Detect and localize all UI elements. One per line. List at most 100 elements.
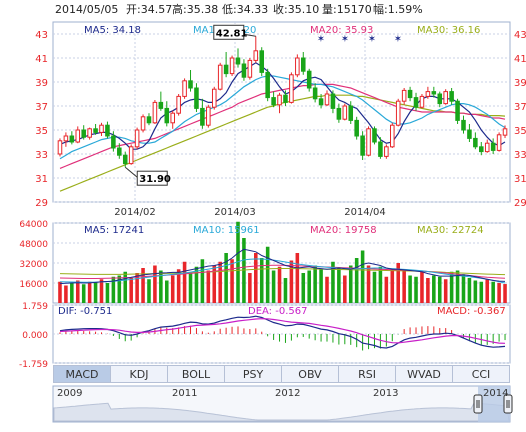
volume-ma5-line (59, 248, 506, 285)
tab-wvad[interactable]: WVAD (396, 366, 453, 382)
candle (449, 88, 454, 105)
y-tick-label: 33 (35, 150, 48, 161)
y-tick-label: 37 (35, 102, 48, 113)
volume-bar (443, 279, 448, 303)
macd-legend-dea: DEA: -0.567 (248, 306, 307, 317)
candle (378, 137, 383, 159)
summary-line: 2014/05/05 开:34.57 高:35.38 低:34.33 收:35.… (55, 2, 423, 16)
candle (223, 52, 229, 78)
vol-y-tick-label: 48000 (19, 240, 48, 250)
x-tick-label: 2014/02 (114, 207, 156, 218)
vol-y-tick-label: 32000 (19, 260, 48, 270)
vol-y-tick-label: 64000 (19, 220, 48, 230)
star-icon: ✶ (317, 34, 325, 45)
star-icon: ✶ (394, 34, 402, 45)
volume-bar (176, 269, 181, 303)
summary-low: 低:34.33 (222, 3, 268, 16)
tab-cci[interactable]: CCI (471, 367, 491, 381)
tab-kdj[interactable]: KDJ (111, 366, 168, 382)
tab-macd[interactable]: MACD (54, 366, 111, 382)
candle (211, 86, 217, 110)
summary-date: 2014/05/05 (55, 3, 118, 16)
summary-change: 幅:1.59% (373, 3, 423, 16)
volume-bar (485, 279, 490, 303)
candle (490, 138, 496, 154)
tab-rsi[interactable]: RSI (339, 366, 396, 382)
volume-bar (218, 261, 222, 303)
volume-bar (194, 266, 199, 303)
y-tick-label-right: 39 (514, 78, 526, 89)
volume-bar (449, 271, 454, 303)
candle (259, 47, 265, 76)
volume-bar (348, 265, 353, 303)
volume-bar (319, 269, 323, 303)
price-x-axis: 2014/02 2014/03 2014/04 (114, 207, 386, 218)
y-tick-label-right: 35 (514, 126, 526, 137)
candle (407, 86, 413, 102)
candle (170, 110, 175, 129)
candle (87, 127, 92, 140)
indicator-tabs: MACD KDJ BOLL PSY OBV RSI WVAD CCI (53, 365, 510, 383)
event-markers: ✶ ✶ ✶ ✶ (317, 34, 402, 45)
candle (413, 92, 419, 111)
y-tick-label-right: 29 (514, 198, 526, 209)
candle (122, 151, 128, 168)
extreme-annotations: 42.81 31.90 (124, 24, 256, 186)
volume-bar (141, 268, 145, 303)
candle (194, 83, 199, 112)
macd-legend-macd: MACD: -0.367 (437, 306, 506, 317)
volume-bar (129, 278, 133, 303)
candle (366, 126, 371, 157)
volume-bar (455, 270, 460, 303)
candle (300, 52, 306, 75)
volume-bar (87, 281, 92, 303)
volume-bar (473, 280, 478, 303)
candle (164, 101, 170, 127)
volume-bar (366, 265, 371, 303)
volume-bar (159, 270, 163, 303)
y-tick-label: 35 (35, 126, 48, 137)
tab-boll[interactable]: BOLL (168, 366, 225, 382)
candle (437, 91, 443, 108)
candle (152, 100, 158, 124)
summary-open: 开:34.57 (126, 3, 172, 16)
candle (360, 131, 365, 160)
y-tick-label: 29 (35, 198, 48, 209)
volume-bar (396, 263, 400, 303)
volume-bar (117, 275, 122, 303)
candle (419, 94, 425, 109)
volume-bar (165, 280, 169, 303)
tab-obv[interactable]: OBV (282, 366, 339, 382)
candle (217, 62, 223, 91)
price-y-axis: 29 29 31 31 33 33 35 35 37 37 39 39 41 41 43 43 (35, 30, 526, 209)
timeline-handle-right[interactable] (503, 394, 513, 414)
volume-bar (467, 278, 472, 303)
volume-bar (105, 283, 110, 303)
volume-bar (111, 276, 116, 303)
price-ma30-line (59, 94, 506, 192)
volume-moving-averages (59, 248, 506, 285)
volume-bar (123, 271, 128, 303)
volume-bar (408, 275, 412, 303)
summary-high: 高:35.38 (172, 2, 218, 16)
volume-bar (75, 280, 80, 303)
volume-bar (259, 258, 264, 303)
volume-bar (135, 273, 139, 303)
y-tick-label-right: 37 (514, 102, 526, 113)
timeline-handle-left[interactable] (473, 394, 483, 414)
tab-psy[interactable]: PSY (225, 366, 282, 382)
volume-bar (343, 275, 347, 303)
volume-bar (503, 284, 507, 303)
candle (105, 121, 110, 139)
candle (265, 68, 270, 102)
volume-legend: MA5: 17241 MA10: 15961 MA20: 19758 MA30:… (84, 225, 484, 236)
volume-bar (384, 276, 389, 303)
candle (253, 36, 259, 63)
vol-legend-ma20: MA20: 19758 (310, 225, 377, 236)
volume-bar (200, 259, 205, 303)
volume-bar (254, 253, 258, 303)
macd-dif-line (59, 315, 506, 349)
volume-bar (325, 276, 329, 303)
candle (390, 122, 395, 148)
